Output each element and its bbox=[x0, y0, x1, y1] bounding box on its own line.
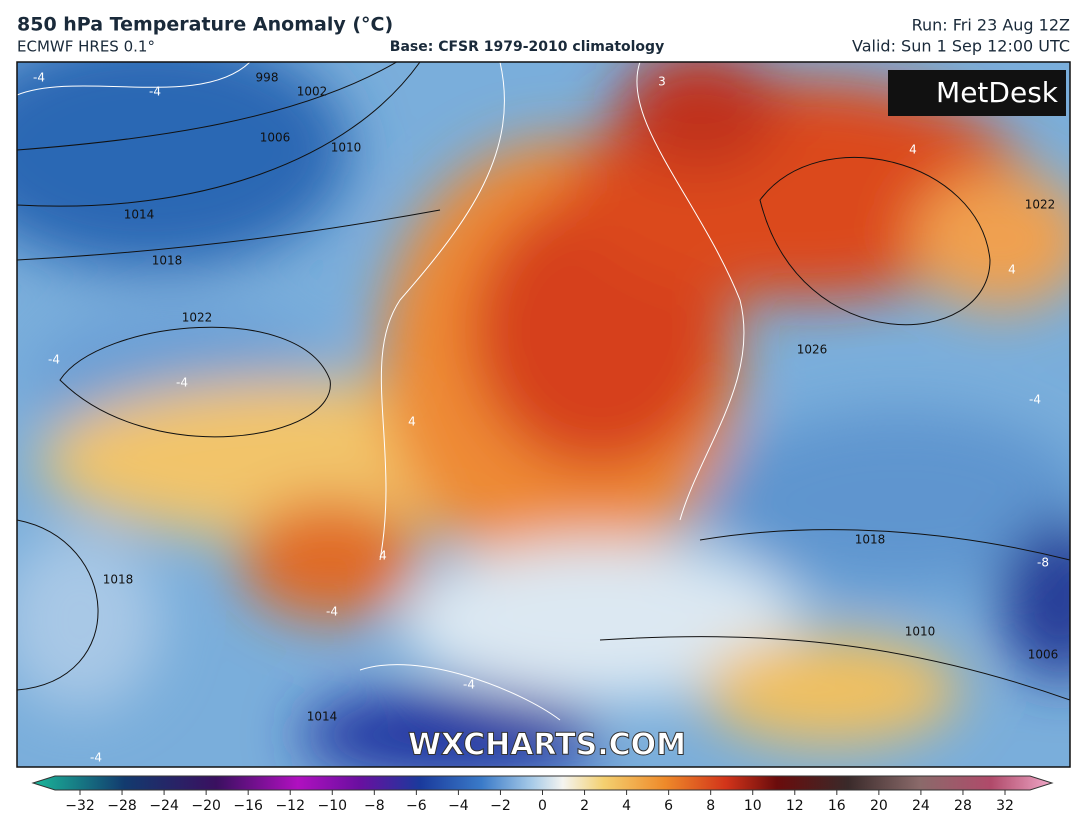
valid: Valid: Sun 1 Sep 12:00 UTC bbox=[852, 37, 1070, 56]
anomaly-label: 4 bbox=[909, 143, 917, 157]
isobar-label: 1022 bbox=[1025, 198, 1056, 212]
isobar-label: 1018 bbox=[855, 533, 886, 547]
isobar-label: 1014 bbox=[124, 208, 155, 222]
colorbar-tick-label: −4 bbox=[448, 798, 469, 814]
colorbar-tick-label: 28 bbox=[954, 798, 972, 814]
colorbar-tick-label: 20 bbox=[870, 798, 888, 814]
anomaly-label: -4 bbox=[149, 85, 161, 99]
anomaly-label: -4 bbox=[33, 71, 45, 85]
colorbar-bar bbox=[31, 775, 1054, 791]
isobar-label: 1006 bbox=[1028, 648, 1059, 662]
anomaly-label: 3 bbox=[658, 75, 666, 89]
colorbar-tick-label: −32 bbox=[65, 798, 95, 814]
title: 850 hPa Temperature Anomaly (°C) bbox=[17, 14, 393, 36]
anomaly-label: 4 bbox=[408, 415, 416, 429]
anomaly-label: -4 bbox=[176, 376, 188, 390]
colorbar-tick-label: −2 bbox=[490, 798, 511, 814]
colorbar: −32 −28 −24 −20 −16 −12 −10 −8 −6 −4 −2 0 2 4 6 8 10 12 16… bbox=[31, 775, 1054, 814]
isobar-label: 1018 bbox=[103, 573, 134, 587]
colorbar-tick-label: 24 bbox=[912, 798, 930, 814]
anomaly-label: -4 bbox=[48, 353, 60, 367]
isobar-label: 1010 bbox=[331, 141, 362, 155]
colorbar-tick-label: 10 bbox=[744, 798, 762, 814]
colorbar-tick-label: −28 bbox=[107, 798, 137, 814]
isobar-label: 1014 bbox=[307, 710, 338, 724]
anomaly-label: -4 bbox=[463, 678, 475, 692]
isobar-label: 1022 bbox=[182, 311, 213, 325]
colorbar-tick-label: 6 bbox=[664, 798, 673, 814]
colorbar-tick-label: −6 bbox=[406, 798, 427, 814]
isobar-label: 1018 bbox=[152, 254, 183, 268]
map: MetDesk WXCHARTS.COM 998 1002 1006 1010 1014… bbox=[17, 62, 1070, 767]
isobar-label: 1026 bbox=[797, 343, 828, 357]
run: Run: Fri 23 Aug 12Z bbox=[912, 16, 1070, 35]
model: ECMWF HRES 0.1° bbox=[17, 38, 155, 56]
watermark: WXCHARTS.COM bbox=[408, 728, 686, 763]
colorbar-tick-label: −10 bbox=[317, 798, 347, 814]
colorbar-tick-label: 16 bbox=[828, 798, 846, 814]
anomaly-label: -4 bbox=[1029, 393, 1041, 407]
isobar-label: 1002 bbox=[297, 85, 328, 99]
colorbar-tick-label: 2 bbox=[580, 798, 589, 814]
colorbar-tick-label: 8 bbox=[706, 798, 715, 814]
anomaly-label: -4 bbox=[326, 605, 338, 619]
logo: MetDesk bbox=[936, 76, 1059, 109]
colorbar-tick-label: −8 bbox=[364, 798, 385, 814]
base: Base: CFSR 1979-2010 climatology bbox=[390, 39, 664, 55]
colorbar-tick-label: −24 bbox=[149, 798, 179, 814]
isobar-label: 998 bbox=[256, 71, 279, 85]
anomaly-label: -4 bbox=[90, 751, 102, 765]
anomaly-label: -8 bbox=[1037, 556, 1049, 570]
colorbar-tick-label: 0 bbox=[538, 798, 547, 814]
colorbar-tick-label: −20 bbox=[191, 798, 221, 814]
colorbar-tick-label: 32 bbox=[996, 798, 1014, 814]
isobar-label: 1006 bbox=[260, 131, 291, 145]
colorbar-tick-label: 4 bbox=[622, 798, 631, 814]
logo-box bbox=[888, 70, 1066, 116]
map-frame bbox=[16, 61, 1071, 768]
anomaly-label: 4 bbox=[1008, 263, 1016, 277]
colorbar-tick-label: 12 bbox=[786, 798, 804, 814]
anomaly-label: 4 bbox=[379, 549, 387, 563]
colorbar-tick-label: −16 bbox=[233, 798, 263, 814]
colorbar-tick-label: −12 bbox=[275, 798, 305, 814]
isobar-label: 1010 bbox=[905, 625, 936, 639]
